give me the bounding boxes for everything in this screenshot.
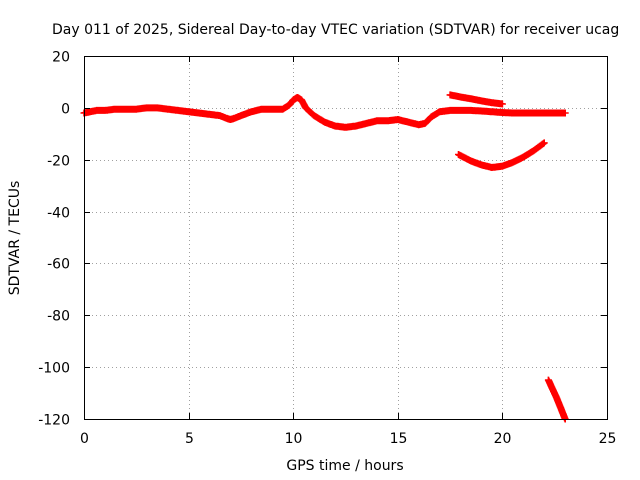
series-lower-trace — [544, 376, 569, 423]
series-dip-trace — [455, 139, 548, 171]
x-tick-label: 25 — [599, 431, 617, 447]
y-tick-label: -60 — [47, 257, 70, 273]
y-tick-label: 20 — [52, 50, 70, 66]
series-markers — [544, 376, 569, 423]
series-upper-trace — [446, 91, 506, 108]
y-tick-label: -100 — [38, 361, 70, 377]
y-tick-label: -80 — [47, 309, 70, 325]
x-tick-label: 15 — [390, 431, 408, 447]
x-tick-label: 20 — [494, 431, 512, 447]
y-tick-label: -120 — [38, 413, 70, 429]
y-axis-label: SDTVAR / TECUs — [7, 181, 23, 296]
series-markers — [455, 139, 548, 171]
series-main-trace — [80, 94, 569, 131]
x-tick-label: 0 — [80, 431, 89, 447]
x-tick-label: 10 — [285, 431, 303, 447]
series-markers — [80, 94, 569, 131]
axis-ticks: 0 5 10 15 20 25 20 0 -20 -40 -60 -80 -100 -120 — [38, 50, 616, 448]
y-tick-label: -20 — [47, 154, 70, 170]
series-markers — [446, 91, 506, 108]
x-tick-label: 5 — [185, 431, 194, 447]
x-axis-label: GPS time / hours — [286, 458, 403, 474]
data-series — [80, 91, 569, 423]
chart-title: Day 011 of 2025, Sidereal Day-to-day VTE… — [52, 22, 619, 38]
plot-frame — [84, 56, 608, 420]
y-tick-label: -40 — [47, 206, 70, 222]
y-tick-label: 0 — [61, 102, 70, 118]
